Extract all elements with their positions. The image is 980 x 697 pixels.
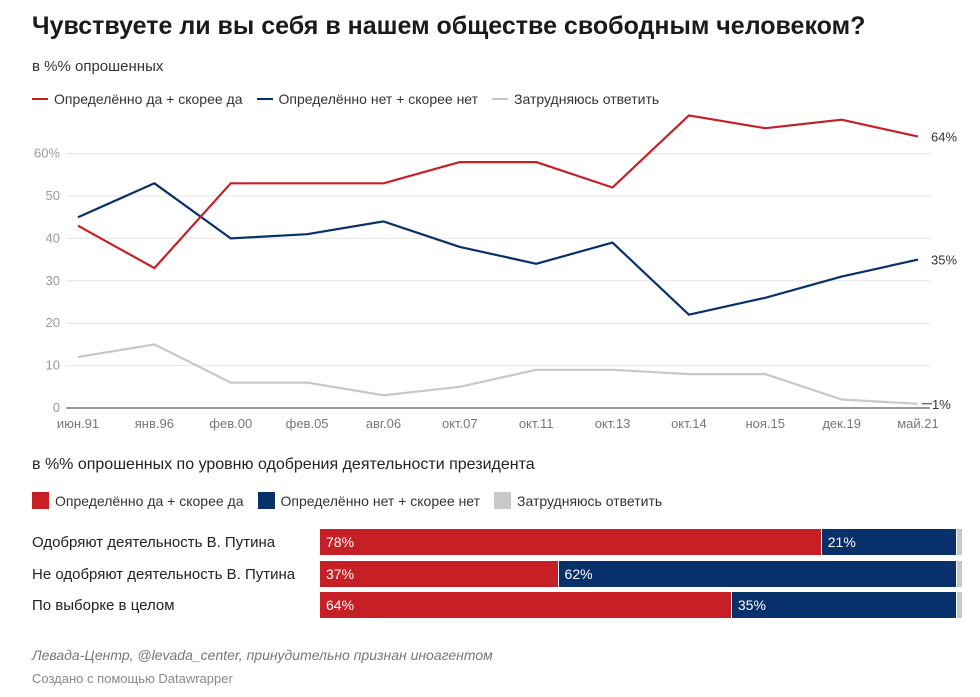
bar-row-disapprove: Не одобряют деятельность В. Путина 37% 62…	[32, 561, 962, 587]
end-label-unsure: 1%	[932, 397, 951, 412]
x-tick-label: окт.14	[671, 416, 707, 431]
x-tick-label: окт.07	[442, 416, 478, 431]
bar-segment-unsure	[955, 529, 962, 555]
line-chart: 0 10 20 30 40 50 60% июн.91 янв.96 фев.00 фев.05 ав…	[34, 114, 957, 431]
end-label-yes: 64%	[931, 130, 957, 145]
bar-row-label: По выборке в целом	[32, 596, 175, 614]
y-tick-label: 30	[46, 273, 60, 288]
legend-item-yes: Определённо да + скорее да	[32, 91, 243, 107]
footer-credit: Создано с помощью Datawrapper	[32, 671, 233, 686]
end-label-no: 35%	[931, 253, 957, 268]
series-line-no	[77, 182, 919, 316]
bar-section-title: в %% опрошенных по уровню одобрения деят…	[32, 456, 535, 473]
y-tick-label: 60%	[34, 146, 60, 161]
bar-legend-item-unsure: Затрудняюсь ответить	[494, 492, 662, 509]
chart-title: Чувствуете ли вы себя в нашем обществе с…	[32, 12, 866, 40]
legend-line-no	[256, 98, 273, 100]
bar-value-label: 78%	[326, 534, 355, 550]
bar-legend-item-no: Определённо нет + скорее нет	[257, 492, 481, 509]
bar-row-label: Одобряют деятельность В. Путина	[32, 533, 276, 551]
legend-label-no: Определённо нет + скорее нет	[278, 91, 479, 107]
x-tick-label: авг.06	[366, 416, 401, 431]
bar-legend-label-unsure: Затрудняюсь ответить	[517, 492, 663, 509]
bar-legend-item-yes: Определённо да + скорее да	[32, 492, 244, 509]
bar-value-label: 37%	[326, 566, 355, 582]
y-tick-label: 40	[46, 230, 60, 245]
legend-line-yes	[32, 98, 48, 100]
bar-segment-yes: 37%	[320, 561, 558, 587]
chart-subtitle: в %% опрошенных	[32, 58, 164, 75]
bar-value-label: 35%	[737, 597, 766, 613]
bar-legend-label-yes: Определённо да + скорее да	[55, 492, 244, 509]
bar-legend-label-no: Определённо нет + скорее нет	[280, 492, 481, 509]
footer-source: Левада-Центр, @levada_center, принудител…	[32, 647, 493, 663]
y-tick-label: 0	[53, 400, 60, 415]
bar-legend-swatch-yes	[32, 492, 49, 509]
bar-segment-no: 62%	[557, 561, 956, 587]
x-tick-label: окт.11	[519, 416, 554, 431]
series-line-yes	[77, 114, 919, 270]
line-legend: Определённо да + скорее да Определённо н…	[32, 91, 673, 107]
bar-track: 37% 62%	[320, 561, 962, 587]
x-tick-label: фев.00	[209, 416, 252, 431]
bar-track: 78% 21%	[320, 529, 962, 555]
bar-legend-swatch-unsure	[494, 492, 512, 509]
x-tick-label: окт.13	[595, 416, 631, 431]
bar-segment-yes: 78%	[320, 529, 821, 555]
bar-value-label: 21%	[827, 534, 856, 550]
bar-value-label: 64%	[326, 597, 355, 613]
bar-row-overall: По выборке в целом 64% 35%	[32, 592, 962, 618]
bar-segment-unsure	[955, 561, 962, 587]
bar-row-approve: Одобряют деятельность В. Путина 78% 21%	[32, 529, 962, 555]
bar-segment-yes: 64%	[320, 592, 731, 618]
bar-segment-no: 35%	[730, 592, 956, 618]
legend-line-unsure	[492, 98, 509, 100]
y-tick-label: 50	[46, 188, 60, 203]
bar-segment-no: 21%	[820, 529, 956, 555]
x-tick-label: май.21	[897, 416, 939, 431]
x-tick-label: фев.05	[286, 416, 329, 431]
legend-item-no: Определённо нет + скорее нет	[256, 91, 479, 107]
bar-track: 64% 35%	[320, 592, 962, 618]
y-tick-label: 20	[46, 315, 60, 330]
bar-row-label: Не одобряют деятельность В. Путина	[32, 565, 296, 583]
x-tick-label: ноя.15	[746, 416, 786, 431]
series-line-unsure	[77, 343, 919, 405]
bar-legend: Определённо да + скорее да Определённо н…	[32, 492, 676, 509]
legend-label-yes: Определённо да + скорее да	[54, 91, 243, 107]
legend-item-unsure: Затрудняюсь ответить	[492, 91, 659, 107]
bar-legend-swatch-no	[257, 492, 275, 509]
x-tick-label: дек.19	[822, 416, 861, 431]
x-tick-label: июн.91	[57, 416, 99, 431]
legend-label-unsure: Затрудняюсь ответить	[514, 91, 660, 107]
x-tick-label: янв.96	[135, 416, 174, 431]
bar-segment-unsure	[955, 592, 962, 618]
bar-value-label: 62%	[564, 566, 593, 582]
y-tick-label: 10	[46, 358, 60, 373]
